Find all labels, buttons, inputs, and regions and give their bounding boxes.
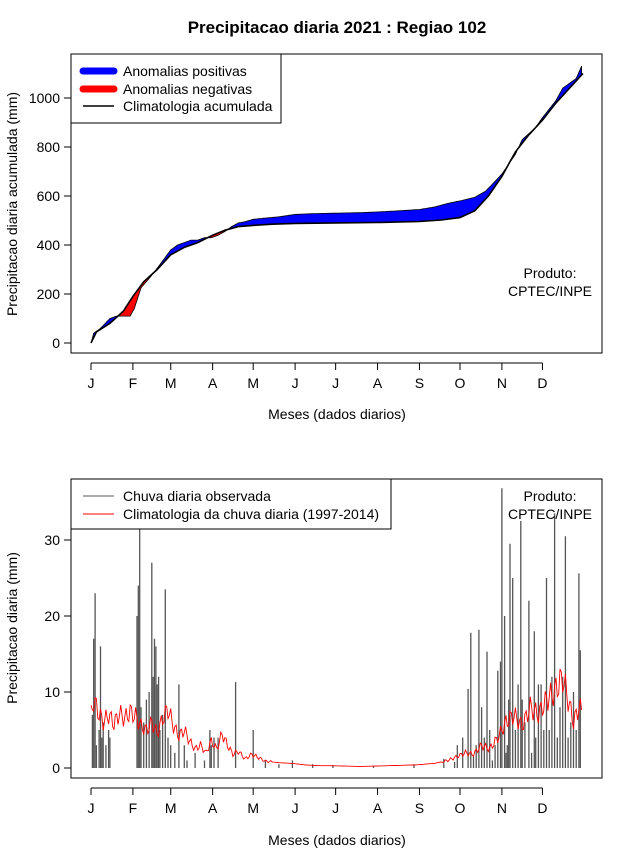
top-legend: Anomalias positivas Anomalias negativas … — [70, 53, 282, 124]
legend-negative-label: Anomalias negativas — [123, 81, 252, 97]
y-tick-label: 400 — [37, 237, 61, 253]
x-tick-label: A — [208, 800, 218, 816]
x-tick-label: A — [208, 375, 218, 391]
x-tick-label: A — [373, 800, 383, 816]
positive-anomaly-area — [227, 163, 510, 230]
y-tick-label: 1000 — [29, 90, 60, 106]
x-tick-label: N — [497, 800, 507, 816]
x-tick-label: J — [88, 800, 95, 816]
legend-positive-label: Anomalias positivas — [123, 63, 247, 79]
bottom-annotation-line2: CPTEC/INPE — [508, 506, 592, 522]
top-annotation-line1: Produto: — [524, 265, 577, 281]
climatology-accumulated-line — [90, 72, 584, 344]
x-tick-label: J — [332, 800, 339, 816]
bottom-legend-box — [70, 478, 392, 530]
y-tick-label: 200 — [37, 286, 61, 302]
bottom-y-axis: 0 10 20 30 — [44, 532, 72, 776]
figure-title: Precipitacao diaria 2021 : Regiao 102 — [188, 18, 487, 37]
x-tick-label: D — [537, 800, 547, 816]
x-tick-label: S — [415, 800, 424, 816]
y-tick-label: 0 — [52, 335, 60, 351]
bottom-legend: Chuva diaria observada Climatologia da c… — [70, 478, 392, 530]
top-x-axis-label: Meses (dados diarios) — [268, 406, 406, 422]
legend-climatology-label: Climatologia acumulada — [123, 98, 273, 114]
y-tick-label: 800 — [37, 139, 61, 155]
x-tick-label: M — [165, 375, 177, 391]
bottom-x-axis-label: Meses (dados diarios) — [268, 832, 406, 848]
y-tick-label: 600 — [37, 188, 61, 204]
x-tick-label: M — [247, 800, 259, 816]
x-tick-label: O — [455, 800, 466, 816]
x-tick-label: F — [129, 800, 138, 816]
top-y-axis: 0 200 400 600 800 1000 — [29, 90, 72, 351]
x-tick-label: N — [497, 375, 507, 391]
positive-anomaly-area — [154, 237, 208, 273]
x-tick-label: A — [373, 375, 383, 391]
accumulation-lines — [90, 72, 584, 344]
y-tick-label: 30 — [44, 532, 60, 548]
x-tick-label: J — [292, 375, 299, 391]
x-tick-label: O — [455, 375, 466, 391]
x-tick-label: J — [332, 375, 339, 391]
bottom-y-axis-label: Precipitacao diaria (mm) — [4, 552, 20, 704]
x-tick-label: J — [292, 800, 299, 816]
daily-climatology-line — [90, 668, 583, 767]
x-tick-label: M — [247, 375, 259, 391]
x-tick-label: M — [165, 800, 177, 816]
bottom-annotation-line1: Produto: — [524, 488, 577, 504]
y-tick-label: 20 — [44, 608, 60, 624]
y-tick-label: 0 — [52, 760, 60, 776]
x-tick-label: D — [537, 375, 547, 391]
legend-observed-label: Chuva diaria observada — [123, 488, 271, 504]
top-y-axis-label: Precipitacao diaria acumulada (mm) — [4, 92, 20, 316]
top-annotation-line2: CPTEC/INPE — [508, 283, 592, 299]
accumulated-panel: 0 200 400 600 800 1000 J F M A M J J A S O N D Precipita… — [4, 53, 603, 422]
legend-daily-climatology-label: Climatologia da chuva diaria (1997-2014) — [123, 506, 379, 522]
daily-climatology — [90, 668, 583, 767]
x-tick-label: S — [415, 375, 424, 391]
y-tick-label: 10 — [44, 684, 60, 700]
x-tick-label: J — [88, 375, 95, 391]
x-tick-label: F — [129, 375, 138, 391]
daily-panel: 0 10 20 30 J F M A M J J A S O N D Precipitacao diaria… — [4, 478, 603, 848]
